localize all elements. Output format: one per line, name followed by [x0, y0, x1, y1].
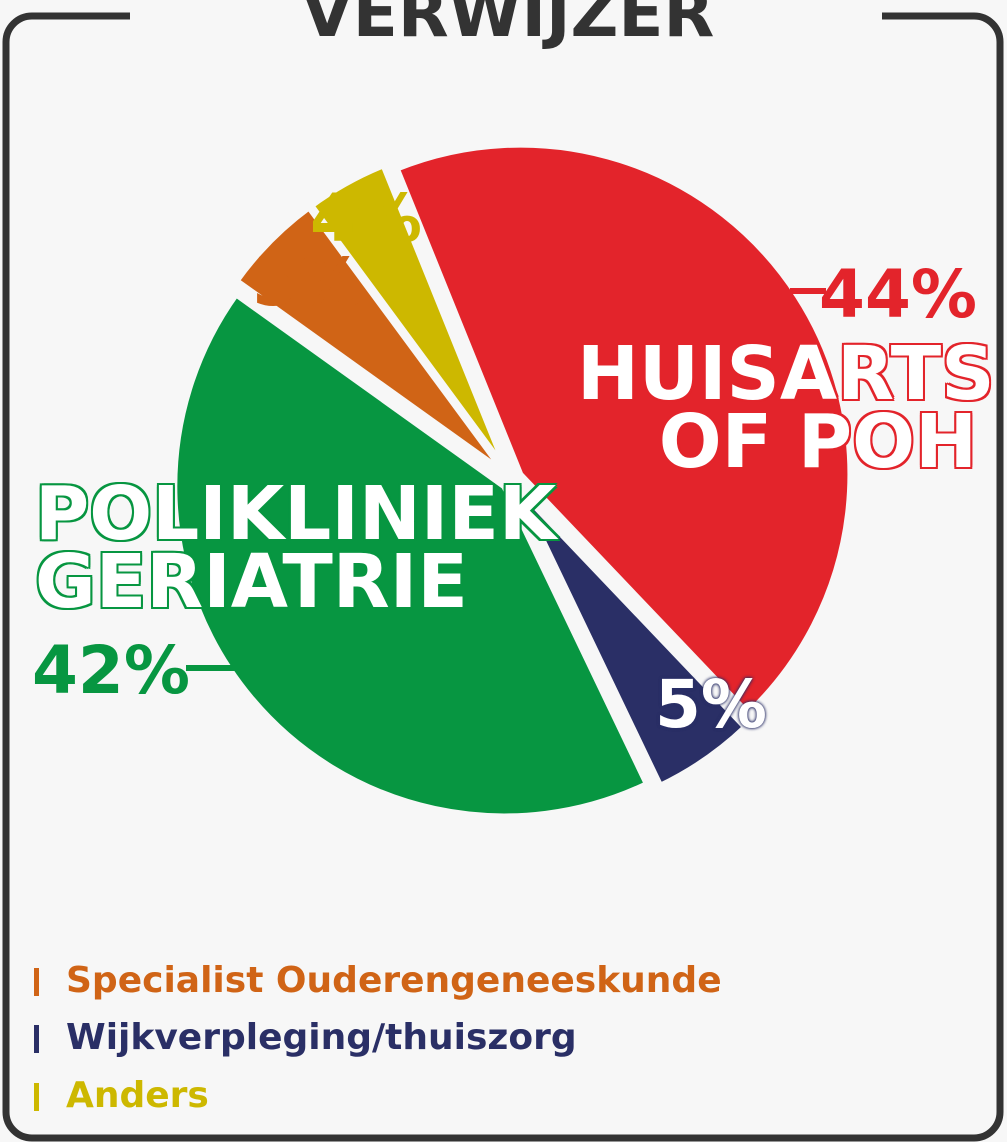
pie-slice	[514, 486, 750, 790]
value-label: 5%	[655, 666, 768, 743]
chart-title: VERWIJZER	[302, 0, 715, 52]
legend-entry: Anders	[34, 1075, 209, 1116]
value-label: 42%	[32, 632, 190, 709]
value-label: 5%	[252, 244, 365, 321]
slice-name: POLIKLINIEK GERIATRIE	[35, 471, 557, 626]
pie-slice	[171, 290, 651, 820]
pie-slice	[392, 141, 854, 718]
value-label: 44%	[819, 256, 977, 333]
pie-slice	[307, 161, 510, 474]
legend-entry: Wijkverpleging/thuiszorg	[34, 1017, 577, 1058]
legend-entry: Specialist Ouderengeneeskunde	[34, 960, 722, 1001]
value-label: 4%	[310, 180, 423, 257]
slice-name: HUISARTS OF POH	[577, 331, 995, 486]
title-gap	[130, 0, 882, 30]
